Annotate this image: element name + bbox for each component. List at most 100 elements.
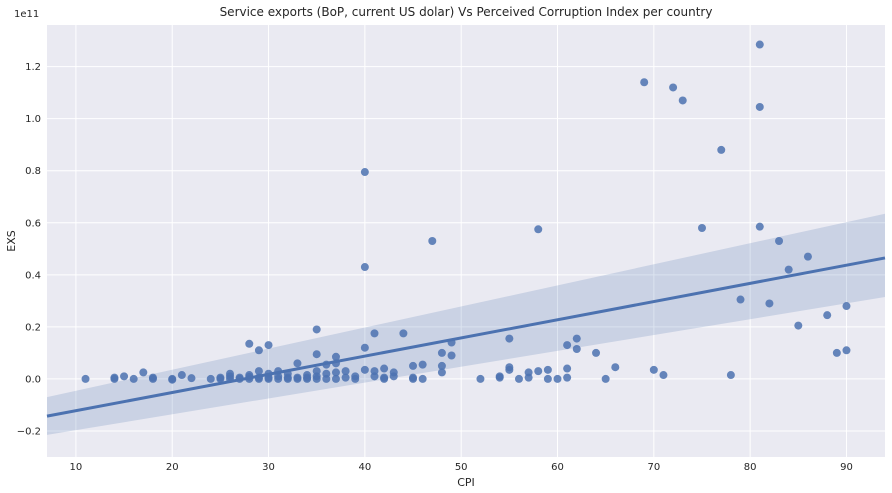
data-point [755, 40, 764, 49]
data-point [534, 225, 543, 234]
data-point [370, 372, 379, 381]
data-point [659, 371, 668, 380]
data-point [331, 368, 340, 377]
data-point [312, 367, 321, 376]
data-point [129, 374, 138, 383]
y-offset-label: 1e11 [14, 9, 39, 20]
data-point [312, 350, 321, 359]
data-point [216, 374, 225, 383]
data-point [409, 374, 418, 383]
data-point [409, 361, 418, 370]
data-point [177, 371, 186, 380]
data-point [717, 145, 726, 154]
chart-title: Service exports (BoP, current US dolar) … [220, 5, 713, 19]
data-point [794, 321, 803, 330]
data-point [755, 222, 764, 231]
y-tick-label: 0.4 [25, 270, 41, 281]
data-point [563, 373, 572, 382]
data-point [572, 345, 581, 353]
data-point [254, 367, 263, 376]
data-point [726, 371, 735, 380]
x-tick-label: 60 [551, 462, 564, 473]
data-point [534, 367, 543, 376]
data-point [775, 237, 784, 245]
data-point [611, 363, 620, 372]
data-point [303, 373, 312, 382]
data-point [601, 374, 610, 383]
data-point [437, 361, 446, 370]
data-point [187, 374, 196, 383]
data-point [842, 302, 851, 311]
y-tick-label: 0.8 [25, 166, 41, 177]
data-point [842, 346, 851, 355]
data-point [418, 360, 427, 369]
x-tick-label: 50 [455, 462, 468, 473]
plot-background [47, 25, 885, 457]
data-point [437, 348, 446, 357]
x-tick-labels: 10 20 30 40 50 60 70 80 90 [70, 462, 853, 473]
data-point [254, 346, 263, 355]
data-point [697, 223, 706, 232]
data-point [226, 369, 235, 378]
x-tick-label: 90 [840, 462, 853, 473]
x-tick-label: 10 [70, 462, 83, 473]
data-point [110, 373, 119, 382]
data-point [380, 364, 389, 373]
data-point [524, 373, 533, 382]
data-point [543, 374, 552, 383]
data-point [81, 374, 90, 383]
data-point [418, 374, 427, 383]
data-point [139, 368, 148, 377]
data-point [823, 311, 832, 320]
data-point [331, 374, 340, 383]
y-tick-label: 1.2 [25, 62, 41, 73]
data-point [148, 373, 157, 382]
regression-line [46, 256, 886, 418]
data-point [322, 369, 331, 378]
data-point [380, 373, 389, 382]
y-tick-label: 0.6 [25, 218, 41, 229]
data-point [649, 365, 658, 374]
x-axis-label: CPI [457, 476, 475, 489]
data-point [360, 343, 369, 352]
x-tick-label: 30 [262, 462, 275, 473]
data-point [543, 365, 552, 374]
data-point [389, 372, 398, 381]
data-point [168, 375, 177, 384]
y-axis-label: EXS [5, 230, 18, 251]
data-point [514, 374, 523, 383]
x-tick-label: 80 [744, 462, 757, 473]
data-point [293, 359, 302, 368]
y-tick-label: 1.0 [25, 114, 41, 125]
data-point [784, 265, 793, 274]
data-point [563, 341, 572, 350]
data-point [283, 373, 292, 382]
data-point [736, 295, 745, 304]
data-point [669, 83, 678, 92]
data-point [437, 368, 446, 377]
data-point [803, 252, 812, 261]
data-points-layer [81, 40, 851, 384]
x-tick-label: 70 [647, 462, 660, 473]
data-point [755, 102, 764, 111]
data-point [505, 334, 514, 343]
y-tick-labels: −0.2 0.0 0.2 0.4 0.6 0.8 1.0 1.2 [17, 62, 41, 437]
data-point [370, 329, 379, 338]
data-point [447, 351, 456, 360]
data-point [505, 365, 514, 374]
data-point [264, 341, 273, 350]
data-point [553, 374, 562, 383]
data-point [428, 237, 437, 245]
data-point [765, 299, 774, 308]
data-point [360, 168, 369, 177]
regression-line-layer [46, 256, 886, 418]
data-point [293, 374, 302, 383]
data-point [832, 348, 841, 357]
data-point [563, 364, 572, 373]
y-tick-label: 0.2 [25, 322, 41, 333]
data-point [678, 96, 687, 105]
data-point [572, 334, 581, 343]
x-tick-label: 40 [358, 462, 371, 473]
x-tick-label: 20 [166, 462, 179, 473]
